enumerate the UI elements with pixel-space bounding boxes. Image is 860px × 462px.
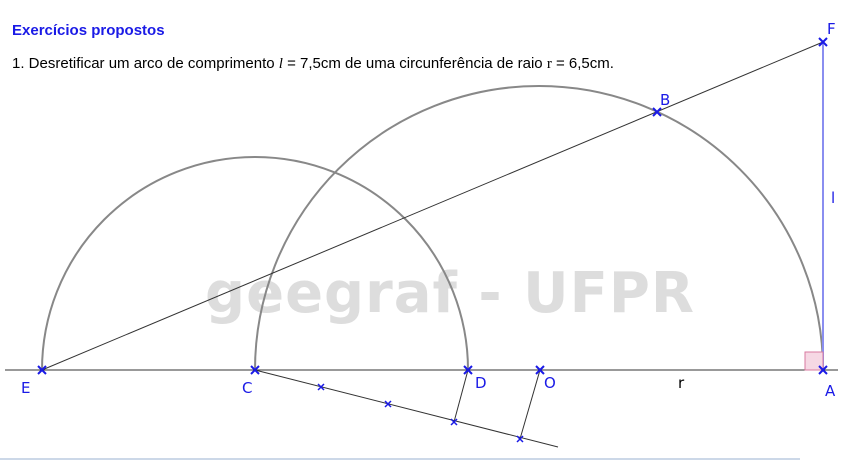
point-F xyxy=(818,37,828,47)
label-r: r xyxy=(678,374,685,392)
auxiliary-ray xyxy=(254,369,559,448)
arc-length-symbol: l xyxy=(278,56,283,72)
label-C: C xyxy=(242,379,252,397)
right-angle-mark xyxy=(804,351,824,371)
problem-middle: = 7,5cm de uma circunferência de raio xyxy=(282,55,547,72)
point-B xyxy=(652,107,662,117)
label-E: E xyxy=(21,379,30,397)
division-mark xyxy=(516,435,524,443)
arc-center-C xyxy=(41,156,469,371)
point-D xyxy=(463,365,473,375)
problem-prefix: 1. Desretificar um arco de comprimento xyxy=(12,55,279,72)
parallel-D xyxy=(453,369,469,423)
problem-statement: 1. Desretificar um arco de comprimento l… xyxy=(12,55,614,73)
point-A xyxy=(818,365,828,375)
problem-suffix: = 6,5cm. xyxy=(551,55,614,72)
label-F: F xyxy=(827,20,836,38)
division-mark xyxy=(450,418,458,426)
point-C xyxy=(250,365,260,375)
radius-symbol: r xyxy=(546,56,552,72)
watermark: geegraf - UFPR xyxy=(205,261,695,326)
arc-center-O xyxy=(254,85,824,371)
label-D: D xyxy=(475,374,487,392)
label-l: l xyxy=(831,189,835,207)
exercise-title: Exercícios propostos xyxy=(12,22,165,39)
point-E xyxy=(37,365,47,375)
label-A: A xyxy=(825,382,836,400)
label-O: O xyxy=(544,374,556,392)
label-B: B xyxy=(660,91,670,109)
line-EF xyxy=(41,41,824,371)
division-mark xyxy=(317,383,325,391)
parallel-O xyxy=(519,369,541,440)
point-O xyxy=(535,365,545,375)
division-mark xyxy=(384,400,392,408)
division-marks xyxy=(317,383,524,443)
point-markers xyxy=(37,37,828,375)
